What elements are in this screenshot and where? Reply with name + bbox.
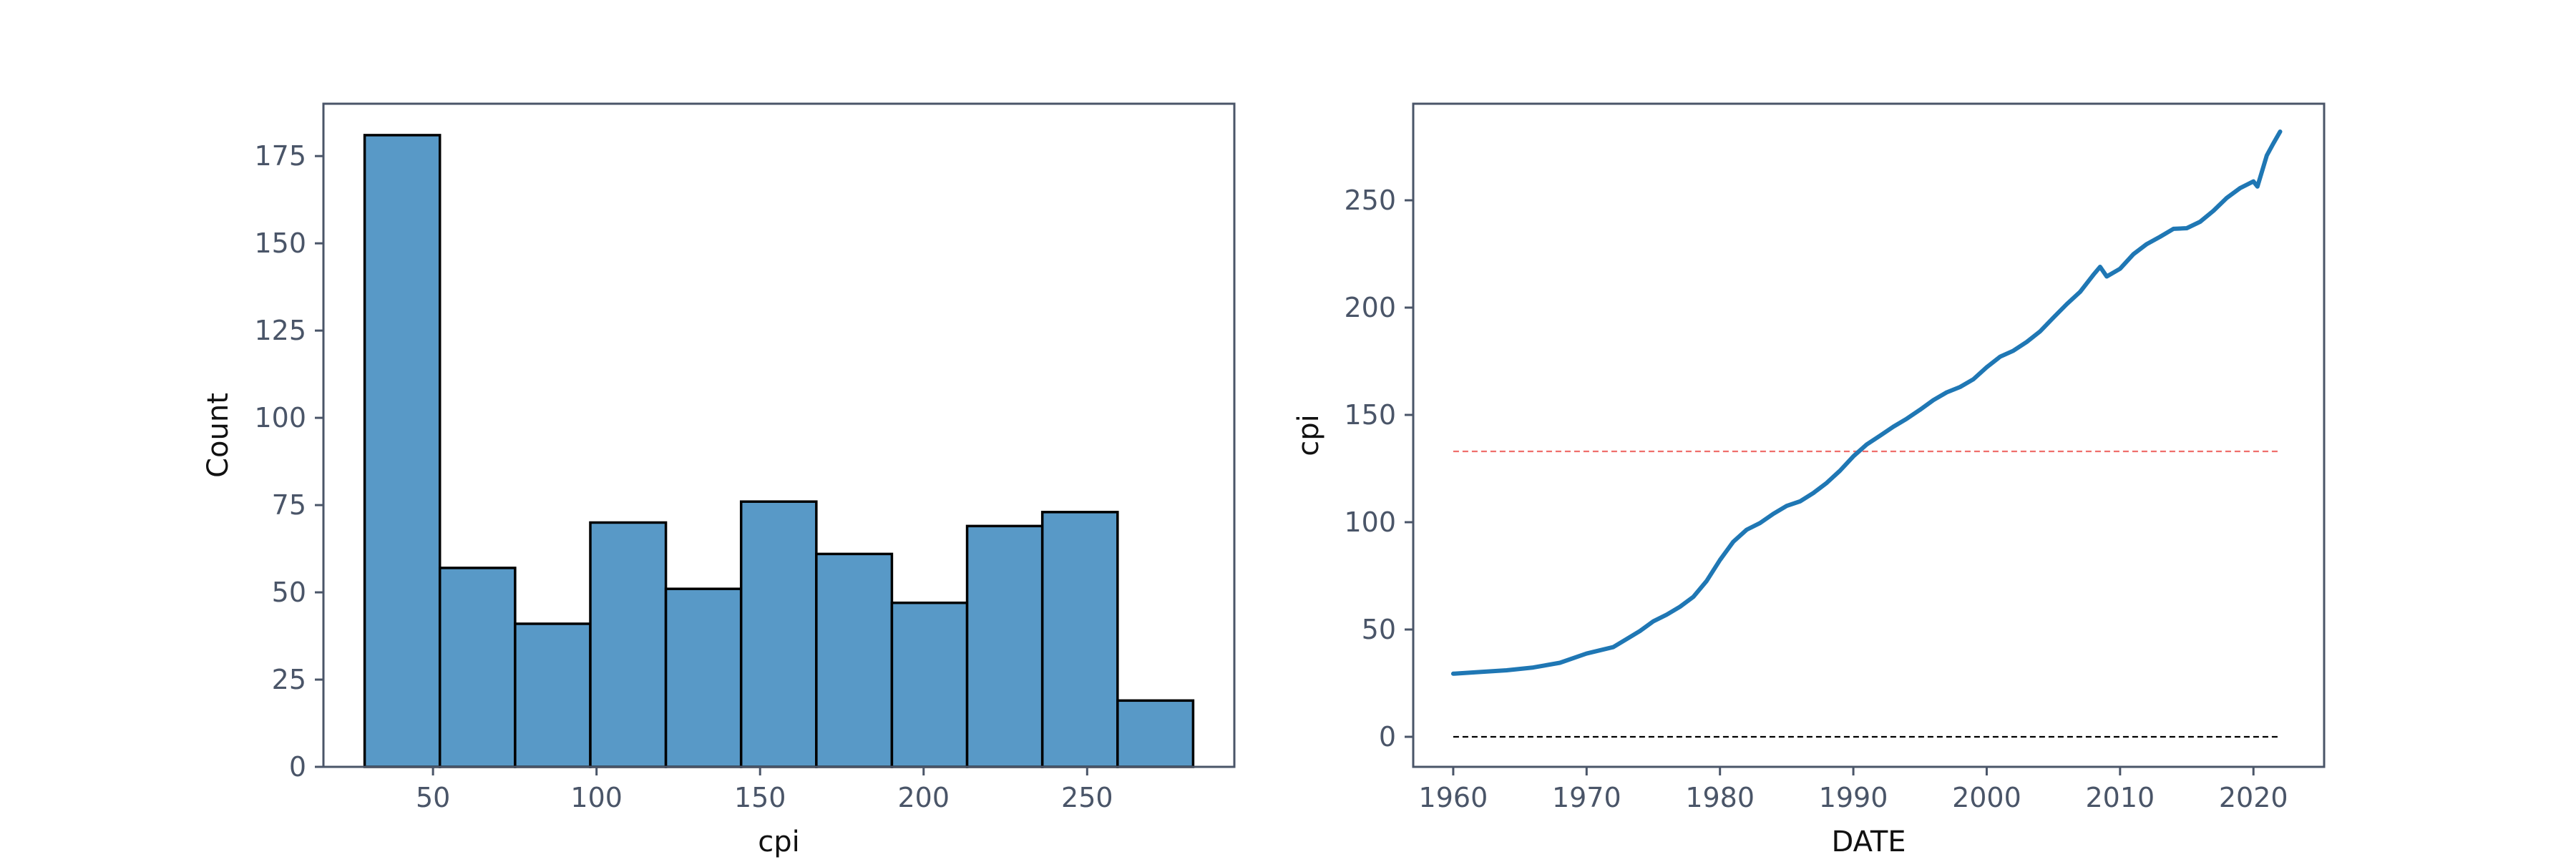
line-y-axis-label: cpi bbox=[1292, 414, 1325, 456]
histogram-bar bbox=[739, 500, 818, 768]
x-tick-label: 1990 bbox=[1819, 782, 1888, 813]
x-tick-label: 150 bbox=[734, 782, 786, 813]
line-x-axis-label: DATE bbox=[1831, 826, 1906, 858]
histogram-x-axis-label: cpi bbox=[758, 826, 800, 858]
reference-lines bbox=[1453, 450, 2280, 738]
histogram-panel: 50 100 150 200 250 0 25 50 75 100 125 150 175 cpi C… bbox=[202, 102, 1236, 858]
cpi-line bbox=[1450, 129, 2283, 676]
x-tick-label: 200 bbox=[897, 782, 950, 813]
x-tick-label: 50 bbox=[416, 782, 450, 813]
line-series-group bbox=[1450, 129, 2283, 676]
y-tick-label: 125 bbox=[254, 315, 306, 346]
y-tick-label: 50 bbox=[272, 577, 306, 608]
histogram-bar bbox=[1040, 511, 1119, 768]
y-tick-label: 0 bbox=[289, 751, 306, 783]
y-tick-label: 250 bbox=[1344, 185, 1396, 216]
y-tick-label: 75 bbox=[272, 489, 306, 521]
x-tick-label: 1980 bbox=[1685, 782, 1755, 813]
y-tick-label: 25 bbox=[272, 664, 306, 695]
histogram-y-axis-label: Count bbox=[202, 393, 235, 478]
histogram-bar bbox=[589, 521, 668, 768]
histogram-frame bbox=[322, 102, 1236, 768]
y-tick-label: 50 bbox=[1362, 614, 1396, 645]
y-tick-label: 100 bbox=[1344, 506, 1396, 538]
histogram-bar bbox=[890, 601, 969, 768]
y-tick-label: 150 bbox=[1344, 399, 1396, 431]
x-tick-label: 100 bbox=[570, 782, 623, 813]
y-tick-label: 150 bbox=[254, 227, 306, 259]
histogram-bar bbox=[664, 587, 743, 768]
line-frame bbox=[1412, 102, 2326, 768]
line-y-ticks: 0 50 100 150 200 250 bbox=[1344, 185, 1413, 753]
histogram-bar bbox=[438, 567, 517, 768]
histogram-y-ticks: 0 25 50 75 100 125 150 175 bbox=[254, 140, 323, 783]
x-tick-label: 2020 bbox=[2219, 782, 2288, 813]
line-x-ticks: 1960 1970 1980 1990 2000 2010 2020 bbox=[1419, 767, 2288, 813]
x-tick-label: 1960 bbox=[1419, 782, 1488, 813]
histogram-bar bbox=[1116, 699, 1195, 768]
y-tick-label: 0 bbox=[1379, 721, 1396, 753]
histogram-bars bbox=[363, 134, 1195, 768]
histogram-x-ticks: 50 100 150 200 250 bbox=[416, 767, 1113, 813]
histogram-bar bbox=[363, 134, 441, 768]
y-tick-label: 175 bbox=[254, 140, 306, 172]
histogram-bar bbox=[965, 524, 1044, 768]
histogram-bar bbox=[514, 622, 592, 768]
x-tick-label: 250 bbox=[1061, 782, 1113, 813]
x-tick-label: 2000 bbox=[1952, 782, 2021, 813]
x-tick-label: 2010 bbox=[2085, 782, 2155, 813]
y-tick-label: 200 bbox=[1344, 292, 1396, 323]
y-tick-label: 100 bbox=[254, 402, 306, 434]
x-tick-label: 1970 bbox=[1552, 782, 1621, 813]
histogram-bar bbox=[815, 552, 894, 768]
line-panel: 1960 1970 1980 1990 2000 2010 2020 0 50 100 150 20… bbox=[1292, 102, 2326, 858]
